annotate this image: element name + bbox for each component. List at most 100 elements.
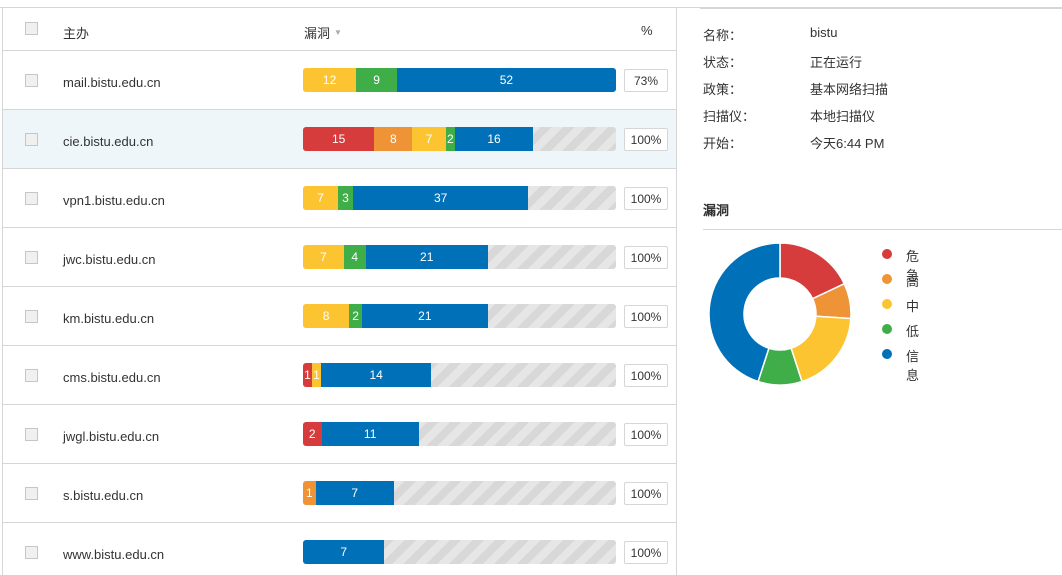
table-row[interactable]: s.bistu.edu.cn 1 7 100% [3,464,676,523]
vulnerability-bar[interactable]: 15 8 7 2 16 [303,127,616,151]
legend-dot-icon [882,299,892,309]
row-checkbox[interactable] [25,192,38,205]
detail-value: 基本网络扫描 [810,82,889,97]
bar-segment-medium: 1 [311,363,321,387]
progress-percent-badge: 100% [624,128,668,151]
bar-segment-low: 3 [337,186,354,210]
top-divider [0,0,1062,8]
host-name[interactable]: km.bistu.edu.cn [63,311,155,326]
progress-percent-badge: 100% [624,482,668,505]
vulnerability-bar[interactable]: 1 1 14 [303,363,616,387]
select-all-checkbox[interactable] [25,22,38,35]
column-header-vulnerabilities[interactable]: 漏洞 ▼ [304,23,342,42]
bar-segment-medium: 8 [303,304,350,328]
detail-label: 名称： [703,28,743,43]
table-header: 主办 漏洞 ▼ % [3,8,676,51]
host-name[interactable]: www.bistu.edu.cn [63,547,165,562]
bar-segment-info: 7 [303,540,385,564]
row-checkbox[interactable] [25,428,38,441]
legend-dot-icon [882,324,892,334]
row-checkbox[interactable] [25,251,38,264]
legend-dot-icon [882,274,892,284]
legend-dot-icon [882,249,892,259]
bar-segment-low: 4 [343,245,366,269]
legend-label: 危急 [906,249,920,283]
host-name[interactable]: cie.bistu.edu.cn [63,134,154,149]
bar-segment-medium: 7 [412,127,446,151]
vulnerability-bar[interactable]: 2 11 [303,422,616,446]
detail-value: bistu [810,25,838,40]
progress-percent-badge: 100% [624,305,668,328]
detail-label: 扫描仪： [703,109,756,124]
legend-label: 中 [906,299,920,314]
vulnerability-bar[interactable]: 12 9 52 [303,68,616,92]
table-row[interactable]: cie.bistu.edu.cn 15 8 7 2 16 100% [3,110,676,169]
vulnerability-donut-chart [708,242,852,386]
detail-label: 开始： [703,136,743,151]
bar-segment-info: 14 [320,363,432,387]
detail-value: 正在运行 [810,55,863,70]
bar-segment-critical: 2 [303,422,322,446]
bar-segment-high: 8 [374,127,413,151]
legend-label: 低 [906,324,920,339]
host-name[interactable]: s.bistu.edu.cn [63,488,144,503]
host-name[interactable]: cms.bistu.edu.cn [63,370,161,385]
column-header-vulnerabilities-label: 漏洞 [304,26,331,41]
bar-segment-info: 21 [362,304,488,328]
bar-segment-info: 7 [315,481,394,505]
table-row[interactable]: cms.bistu.edu.cn 1 1 14 100% [3,346,676,405]
row-checkbox[interactable] [25,74,38,87]
row-checkbox[interactable] [25,369,38,382]
bar-segment-info: 52 [396,68,616,92]
table-row[interactable]: www.bistu.edu.cn 7 100% [3,523,676,575]
table-row[interactable]: jwc.bistu.edu.cn 7 4 21 100% [3,228,676,287]
bar-segment-info: 16 [455,127,534,151]
host-name[interactable]: jwc.bistu.edu.cn [63,252,156,267]
vulnerability-bar[interactable]: 8 2 21 [303,304,616,328]
bar-segment-medium: 7 [303,245,344,269]
vulnerability-bar[interactable]: 7 3 37 [303,186,616,210]
progress-percent-badge: 100% [624,423,668,446]
progress-percent-badge: 100% [624,541,668,564]
table-row[interactable]: km.bistu.edu.cn 8 2 21 100% [3,287,676,346]
vulnerability-bar[interactable]: 7 [303,540,616,564]
host-name[interactable]: jwgl.bistu.edu.cn [63,429,160,444]
vulnerabilities-title: 漏洞 [703,203,730,218]
donut-slice-info[interactable] [708,242,781,383]
table-row[interactable]: vpn1.bistu.edu.cn 7 3 37 100% [3,169,676,228]
progress-percent-badge: 100% [624,187,668,210]
row-checkbox[interactable] [25,546,38,559]
table-row[interactable]: mail.bistu.edu.cn 12 9 52 73% [3,51,676,110]
table-body: mail.bistu.edu.cn 12 9 52 73% cie.bistu.edu.c… [3,51,676,575]
bar-segment-low: 2 [349,304,363,328]
hosts-table: 主办 漏洞 ▼ % mail.bistu.edu.cn 12 9 52 73% cie.bi… [2,8,677,575]
column-header-host[interactable]: 主办 [63,26,90,41]
detail-label: 状态： [703,55,743,70]
bar-segment-high: 1 [303,481,316,505]
details-top-divider [700,8,1062,9]
bar-segment-info: 37 [353,186,529,210]
detail-label: 政策： [703,82,743,97]
vulnerability-bar[interactable]: 7 4 21 [303,245,616,269]
bar-segment-medium: 7 [303,186,338,210]
progress-percent-badge: 73% [624,69,668,92]
legend-label: 高 [906,274,920,289]
donut-slice-medium[interactable] [790,315,852,383]
progress-percent-badge: 100% [624,364,668,387]
bar-segment-medium: 12 [303,68,357,92]
column-header-percent[interactable]: % [641,23,653,38]
detail-value: 本地扫描仪 [810,109,876,124]
progress-percent-badge: 100% [624,246,668,269]
bar-segment-low: 2 [445,127,456,151]
host-name[interactable]: mail.bistu.edu.cn [63,75,161,90]
table-row[interactable]: jwgl.bistu.edu.cn 2 11 100% [3,405,676,464]
legend-label: 信息 [906,349,920,383]
detail-value: 今天6:44 PM [810,136,885,151]
row-checkbox[interactable] [25,487,38,500]
row-checkbox[interactable] [25,133,38,146]
host-name[interactable]: vpn1.bistu.edu.cn [63,193,165,208]
legend-dot-icon [882,349,892,359]
row-checkbox[interactable] [25,310,38,323]
bar-segment-critical: 1 [303,363,312,387]
